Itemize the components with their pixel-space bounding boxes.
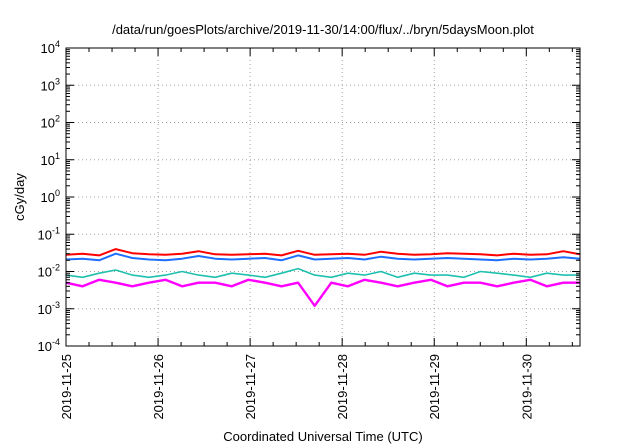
series-line bbox=[65, 252, 581, 262]
x-axis-label: Coordinated Universal Time (UTC) bbox=[223, 429, 422, 444]
series-line bbox=[65, 267, 580, 279]
series-line bbox=[65, 248, 581, 257]
x-tick-label: 2019-11-29 bbox=[427, 354, 442, 420]
y-tick-label: 103 bbox=[41, 76, 60, 93]
y-tick-label: 10-4 bbox=[38, 337, 60, 354]
y-tick-label: 10-3 bbox=[38, 300, 60, 317]
x-tick-label: 2019-11-26 bbox=[151, 354, 166, 420]
grid-lines bbox=[66, 48, 580, 346]
y-tick-label: 101 bbox=[41, 151, 60, 168]
chart-title: /data/run/goesPlots/archive/2019-11-30/1… bbox=[112, 22, 534, 37]
x-tick-label: 2019-11-25 bbox=[59, 354, 74, 420]
y-tick-label: 100 bbox=[41, 188, 60, 205]
y-tick-label: 10-2 bbox=[38, 263, 60, 280]
x-tick-label: 2019-11-27 bbox=[243, 354, 258, 420]
x-tick-label: 2019-11-28 bbox=[335, 354, 350, 420]
series-line bbox=[65, 278, 580, 307]
y-tick-label: 102 bbox=[41, 114, 60, 131]
y-axis-label: cGy/day bbox=[12, 173, 27, 221]
y-tick-label: 104 bbox=[41, 39, 60, 56]
x-tick-label: 2019-11-30 bbox=[519, 354, 534, 420]
series-lines bbox=[65, 248, 581, 307]
x-axis: 2019-11-25 2019-11-26 2019-11-27 2019-11-28… bbox=[59, 48, 573, 420]
y-axis: 104 103 102 101 100 10-1 10-2 10-3 10-4 bbox=[38, 39, 580, 354]
y-tick-label: 10-1 bbox=[38, 225, 60, 242]
